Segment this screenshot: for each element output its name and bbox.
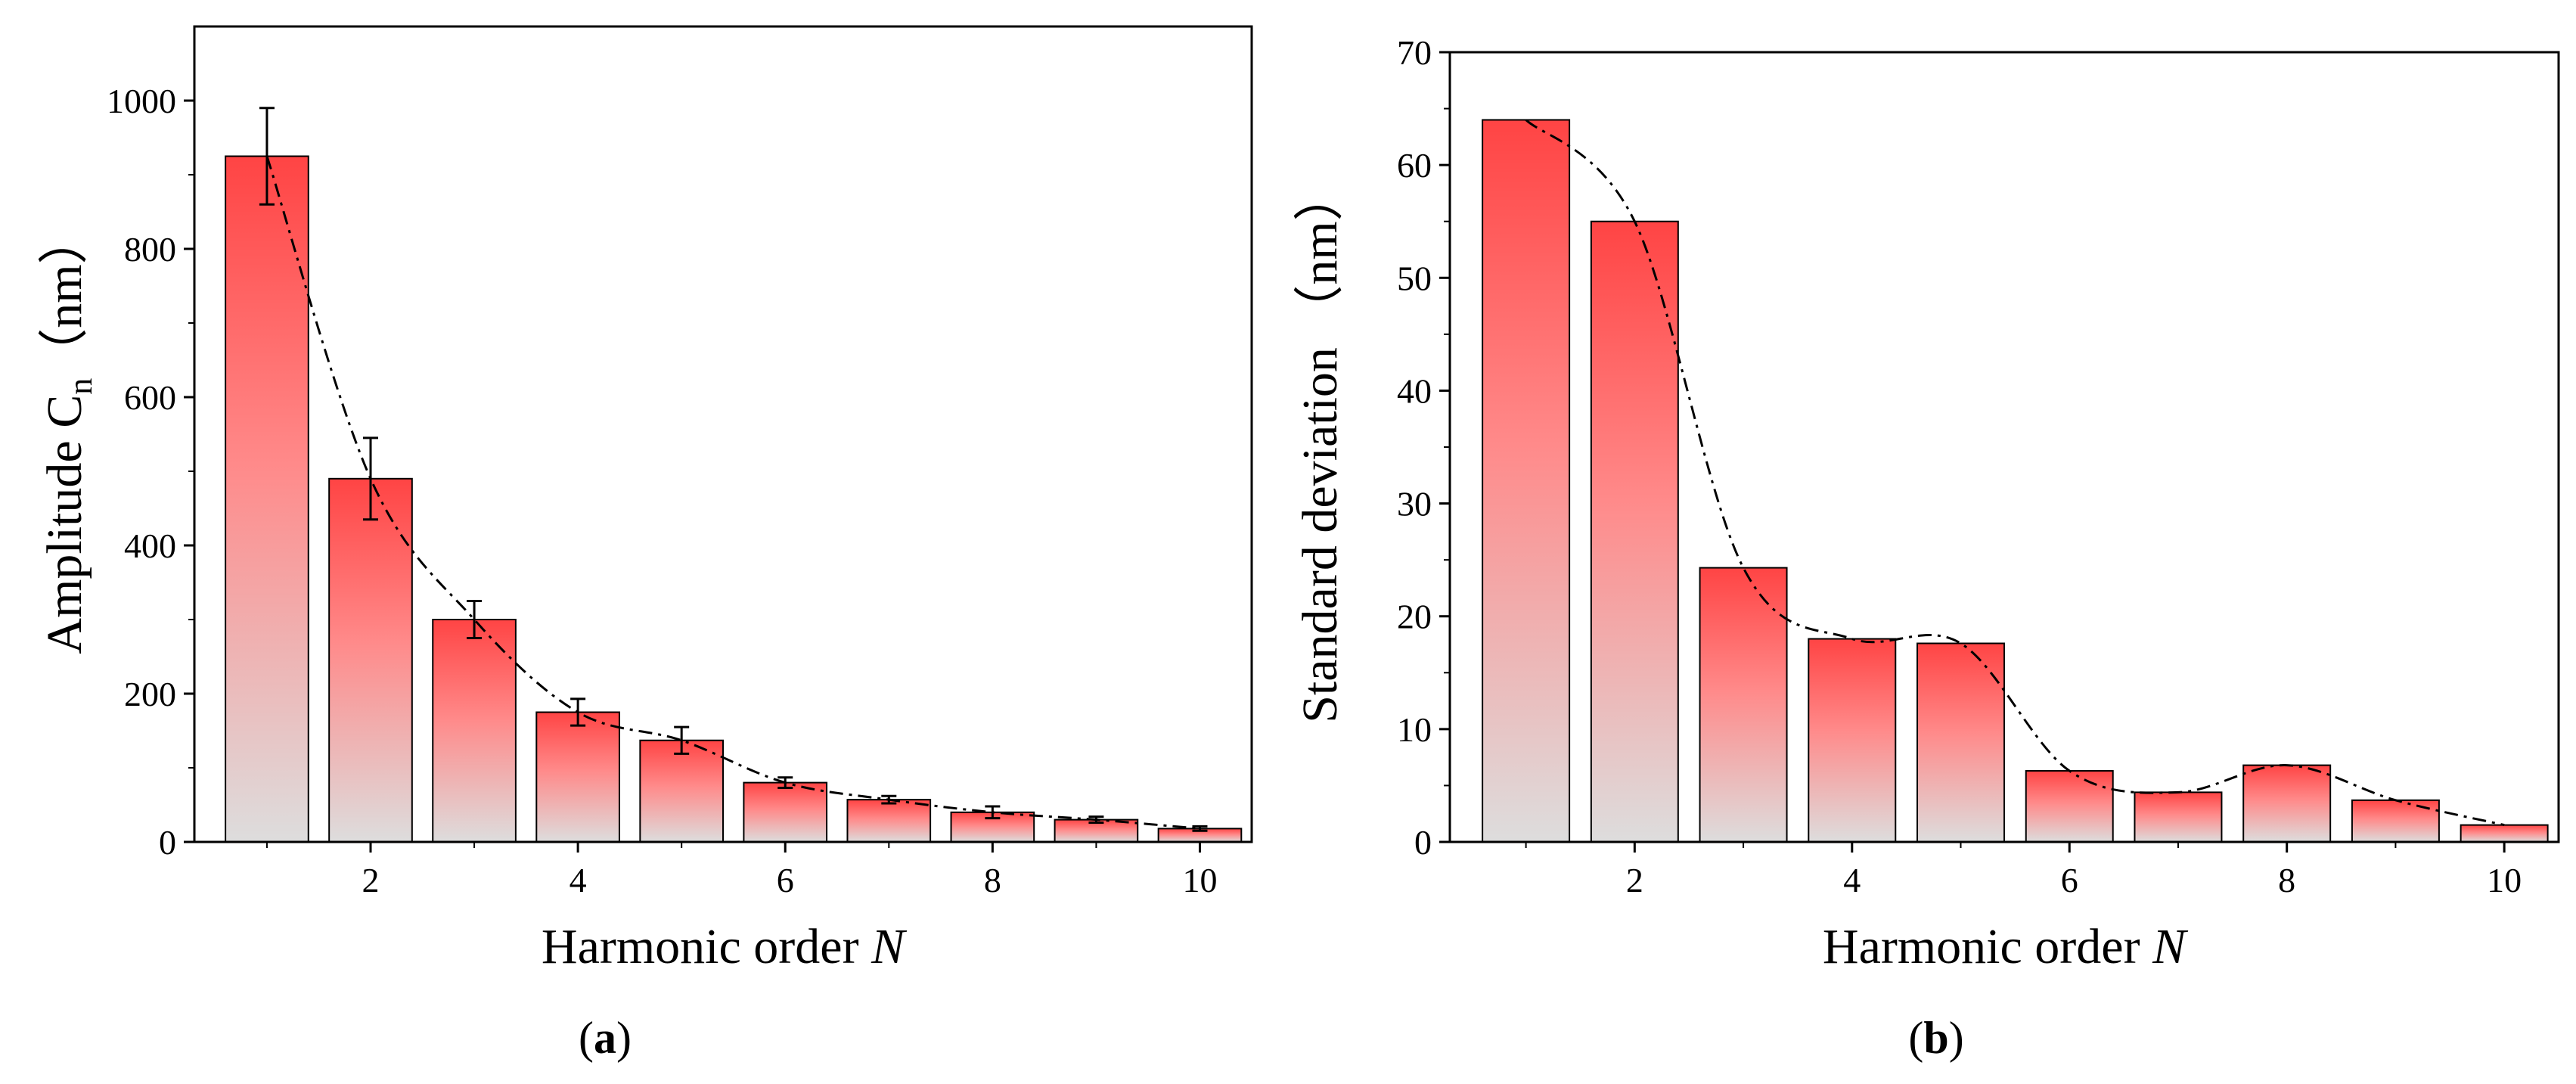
bar-n5 [1916, 642, 2005, 843]
x-axis-title: Harmonic order N [542, 919, 908, 974]
bar-n10 [2460, 824, 2549, 843]
plot-frame [193, 25, 1253, 843]
y-axis-title-subscript: n [62, 378, 99, 395]
bar-n2 [1590, 220, 1679, 843]
panel-label-b: (b) [1908, 1013, 1963, 1063]
bar-n5 [639, 739, 725, 843]
panel-label-a: (a) [579, 1013, 632, 1063]
x-tick-label-10: 10 [1182, 861, 1217, 899]
y-tick-label-0: 0 [159, 823, 176, 862]
x-tick-label-2: 2 [362, 861, 380, 899]
y-tick-label-0: 0 [1414, 823, 1432, 862]
bar-n1 [225, 155, 309, 843]
y-tick-label-40: 40 [1397, 371, 1432, 410]
y-tick-label-200: 200 [124, 675, 176, 713]
x-tick-label-8: 8 [2278, 861, 2295, 899]
bar-n7 [846, 799, 932, 843]
x-tick-label-6: 6 [777, 861, 794, 899]
chart-panel-b: 2 4 6 8 10 0 10 20 30 40 50 60 70 Harmonic order N Sta… [1293, 33, 2560, 1063]
x-tick-label-4: 4 [570, 861, 587, 899]
y-tick-label-10: 10 [1397, 710, 1432, 749]
bar-n9 [2351, 799, 2440, 843]
x-axis-title-text: Harmonic order [1823, 919, 2152, 974]
panel-label-close: ) [1949, 1013, 1964, 1063]
panel-label-open: ( [579, 1013, 594, 1063]
y-tick-label-20: 20 [1397, 598, 1432, 636]
y-tick-label-30: 30 [1397, 485, 1432, 523]
y-tick-label-1000: 1000 [107, 82, 176, 120]
y-axis-title-unit: （nm） [37, 214, 92, 377]
error-bar-n2 [363, 436, 378, 521]
y-tick-label-60: 60 [1397, 146, 1432, 185]
bar-n7 [2134, 791, 2223, 843]
panel-label-letter: a [594, 1013, 616, 1063]
chart-panel-a: 2 4 6 8 10 0 200 400 600 800 1000 Harmonic order N A… [37, 25, 1253, 1063]
trend-curve [1525, 119, 2505, 827]
y-axis-title: Amplitude Cn（nm） [37, 214, 99, 654]
x-tick-label-2: 2 [1626, 861, 1643, 899]
y-tick-label-70: 70 [1397, 33, 1432, 72]
panel-label-close: ) [616, 1013, 632, 1063]
error-bar-n3 [467, 600, 483, 639]
x-axis-title-text: Harmonic order [542, 919, 871, 974]
bar-n3 [432, 619, 517, 843]
x-axis-title-var: N [2152, 919, 2189, 974]
x-axis-title: Harmonic order N [1823, 919, 2189, 974]
x-tick-label-10: 10 [2487, 861, 2522, 899]
bar-n6 [743, 781, 828, 843]
y-tick-label-600: 600 [124, 378, 176, 417]
y-tick-label-800: 800 [124, 230, 176, 269]
panel-label-open: ( [1908, 1013, 1923, 1063]
error-bar-n5 [674, 725, 690, 755]
x-tick-label-4: 4 [1843, 861, 1861, 899]
panel-label-letter: b [1923, 1013, 1948, 1063]
y-tick-label-400: 400 [124, 526, 176, 565]
x-tick-label-8: 8 [984, 861, 1001, 899]
bar-n8 [2242, 764, 2332, 843]
y-axis-title: Standard deviation （nm） [1293, 171, 1348, 723]
bar-n2 [328, 477, 413, 843]
bar-n4 [1808, 638, 1897, 843]
x-tick-label-6: 6 [2061, 861, 2078, 899]
bar-n4 [535, 711, 620, 843]
y-axis-title-text: Amplitude C [37, 395, 92, 654]
bar-n6 [2025, 770, 2114, 843]
bar-n1 [1482, 119, 1571, 843]
y-tick-label-50: 50 [1397, 259, 1432, 297]
x-axis-title-var: N [871, 919, 908, 974]
error-bar-n10 [1192, 825, 1208, 832]
